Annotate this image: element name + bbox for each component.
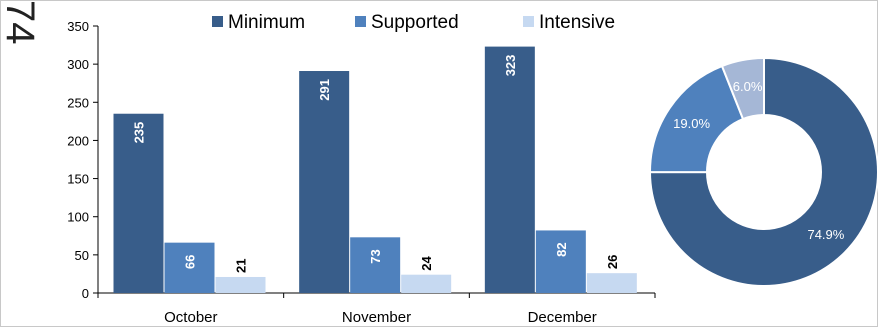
bar-minimum (113, 113, 164, 293)
legend-label-supported: Supported (371, 12, 459, 33)
donut-slice-label: 6.0% (733, 79, 763, 94)
y-tick-label: 300 (67, 57, 89, 72)
bar-data-label: 323 (503, 55, 518, 77)
donut-slice-2 (648, 64, 745, 174)
bar-supported (350, 237, 401, 293)
legend-label-intensive: Intensive (539, 12, 615, 33)
legend-swatch-supported (355, 16, 366, 27)
y-tick-label: 100 (67, 210, 89, 225)
bar-data-label: 73 (368, 249, 383, 263)
bar-supported (164, 242, 215, 293)
donut-slice-3 (720, 56, 765, 121)
y-tick-label: 0 (82, 286, 89, 301)
legend-swatch-intensive (523, 16, 534, 27)
y-tick-label: 350 (67, 19, 89, 34)
bar-data-label: 24 (419, 255, 434, 270)
bar-minimum (299, 71, 350, 293)
y-tick-label: 150 (67, 172, 89, 187)
bar-supported (535, 230, 586, 293)
donut-slice-label: 19.0% (673, 116, 710, 131)
bar-intensive (215, 276, 266, 293)
bar-data-label: 26 (605, 255, 620, 269)
donut-slice-1 (648, 56, 878, 287)
bar-data-label: 82 (554, 242, 569, 256)
legend-swatch-minimum (212, 16, 223, 27)
bar-data-label: 235 (132, 122, 147, 144)
bar-data-label: 66 (183, 255, 198, 269)
x-category-label: October (164, 309, 217, 326)
donut-slice-label: 74.9% (807, 227, 844, 242)
y-tick-label: 250 (67, 95, 89, 110)
x-category-label: November (342, 309, 411, 326)
bar-minimum (484, 46, 535, 294)
bar-data-label: 21 (234, 259, 249, 273)
y-tick-label: 50 (75, 248, 89, 263)
bar-intensive (401, 274, 452, 293)
bar-data-label: 291 (317, 79, 332, 101)
bar-intensive (586, 273, 637, 293)
y-tick-label: 200 (67, 133, 89, 148)
legend-label-minimum: Minimum (228, 12, 305, 33)
x-category-label: December (528, 309, 597, 326)
